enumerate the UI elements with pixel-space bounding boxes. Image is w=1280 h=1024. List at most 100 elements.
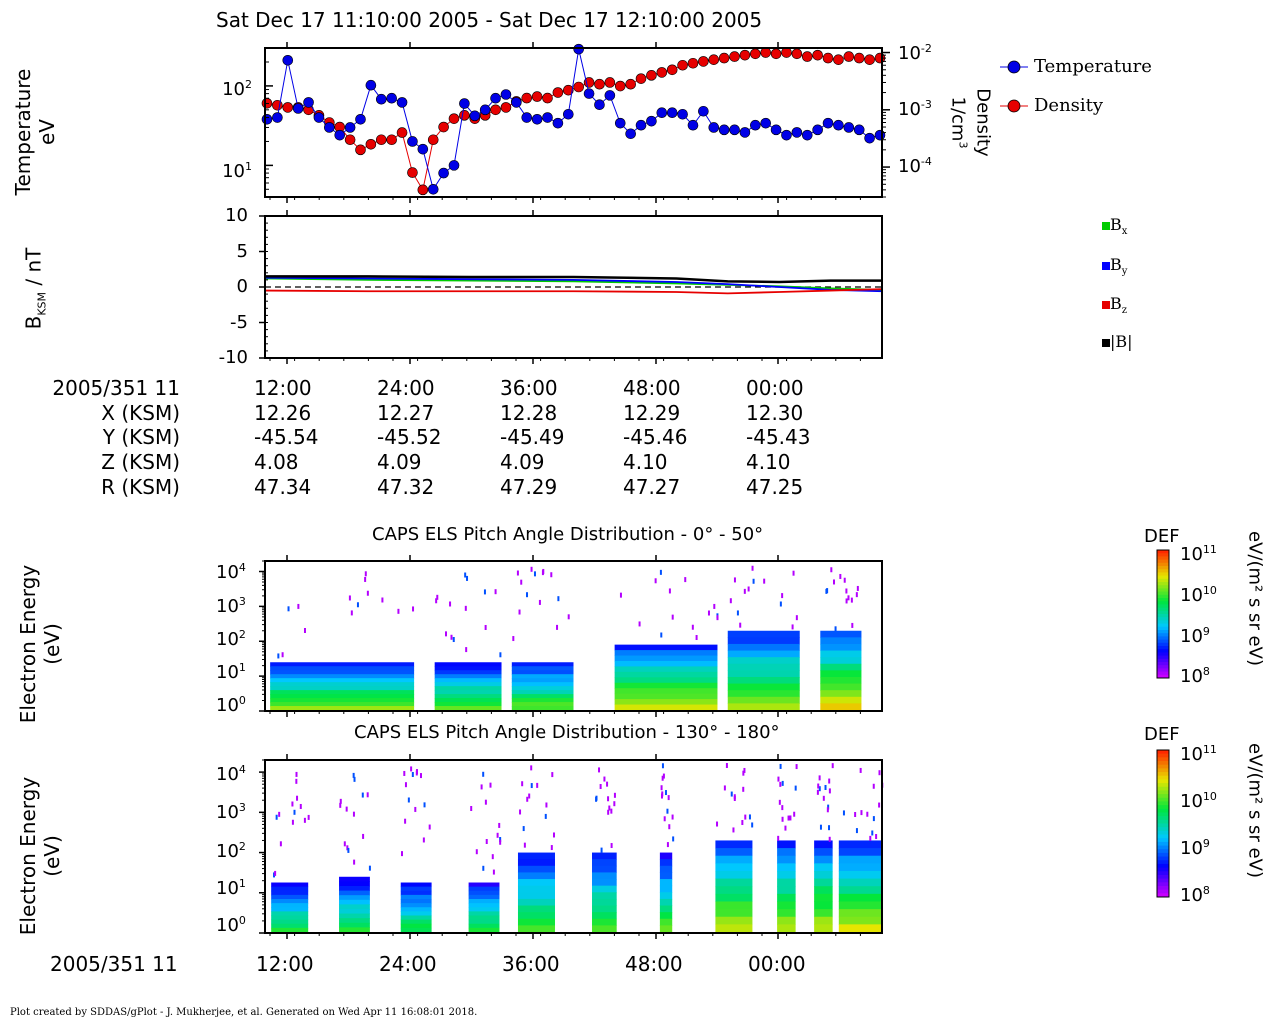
cbar1-band	[1157, 646, 1169, 650]
pad2-speck	[831, 763, 834, 769]
temperature-point	[272, 112, 283, 123]
pad2-cell	[517, 859, 555, 867]
pad2-cell	[339, 908, 370, 915]
pad2-speck	[498, 822, 501, 828]
temperature-point	[635, 119, 647, 131]
pad2-speck	[671, 814, 674, 820]
cbar2-band	[1157, 845, 1169, 850]
pad1-cell	[820, 683, 862, 691]
density-point	[427, 134, 439, 146]
pad2-speck	[475, 849, 478, 855]
temperature-point	[666, 107, 678, 119]
temperature-point	[542, 112, 553, 123]
cbar1-band	[1157, 601, 1169, 605]
pad2-speck	[723, 785, 726, 791]
pad2-speck	[733, 794, 736, 800]
cbar1-band	[1157, 582, 1169, 586]
pad-130-180-title: CAPS ELS Pitch Angle Distribution - 130°…	[354, 722, 780, 743]
pad2-speck	[491, 854, 494, 860]
pad2-cell	[592, 879, 617, 887]
density-point	[750, 48, 761, 60]
pad2-speck	[422, 837, 425, 843]
pad2-cell	[715, 916, 753, 925]
pad2-cell	[814, 901, 833, 910]
pad2-speck	[352, 772, 355, 778]
temperature-point	[718, 124, 730, 136]
pad2-cell	[592, 905, 617, 913]
cbar2-band	[1157, 893, 1169, 898]
pad2-axis-label: Electron Energy (eV)	[10, 762, 64, 935]
pad2-cell	[592, 872, 617, 880]
cbar2-band	[1157, 775, 1169, 780]
pad2-speck	[606, 781, 609, 787]
pad1-cell	[434, 670, 502, 675]
pad2-ytick-2: 102	[216, 840, 246, 862]
temperature-point	[833, 119, 844, 131]
pad1-speck	[733, 577, 736, 583]
cbar1-band	[1157, 658, 1169, 663]
temperature-point	[791, 127, 803, 138]
pad2-cell	[715, 924, 753, 933]
pad2-speck	[869, 835, 872, 841]
cbar2-band	[1157, 863, 1169, 869]
pad2-speck	[343, 841, 346, 847]
pad1-cell	[820, 630, 862, 638]
pad2-cell	[517, 852, 555, 860]
pad2-cell	[339, 899, 370, 905]
eph-time-0: 12:00	[254, 376, 312, 401]
density-point	[573, 81, 584, 93]
pad1-cell	[727, 703, 800, 711]
pad1-cell	[727, 676, 800, 685]
temperature-point	[614, 117, 626, 129]
pad2-speck	[881, 782, 884, 788]
density-point	[770, 48, 782, 60]
pad2-speck	[411, 771, 414, 777]
density-point	[511, 96, 522, 107]
cbar2-band	[1157, 878, 1169, 883]
temperature-point	[583, 88, 595, 99]
density-point	[490, 104, 501, 116]
density-point	[718, 52, 730, 64]
pad1-cell	[270, 694, 415, 699]
cbar2-band	[1157, 794, 1169, 799]
pad2-speck	[339, 798, 342, 804]
cbar2-band	[1157, 768, 1169, 773]
pad1-speck	[825, 588, 828, 594]
temperature-point	[459, 98, 470, 109]
temperature-legend-marker	[1000, 60, 1028, 73]
pad2-cell	[517, 918, 555, 926]
legend-density: Density	[1000, 95, 1103, 116]
pad2-speck	[296, 795, 299, 801]
dens-tick-1e-3: 10-3	[898, 98, 932, 120]
density-point	[739, 49, 751, 61]
cbar2-band	[1157, 779, 1169, 784]
pad1-cell	[820, 663, 862, 671]
pad2-ytick-0: 100	[216, 914, 246, 936]
temperature-point	[853, 124, 865, 136]
density-point	[292, 102, 304, 113]
pad2-speck	[404, 782, 407, 788]
pad1-ylabel-1: Electron Energy	[16, 564, 40, 724]
pad1-speck	[654, 578, 657, 584]
pad2-speck	[273, 872, 276, 878]
pad2-speck	[295, 771, 298, 777]
temperature-point	[355, 114, 366, 125]
pad1-speck	[671, 614, 674, 620]
pad1-speck	[736, 610, 739, 616]
temperature-point	[708, 122, 720, 133]
pad1-cell	[614, 666, 718, 673]
pad2-cell	[777, 848, 796, 857]
temperature-point	[843, 122, 855, 133]
pad1-speck	[381, 597, 384, 603]
pad1-speck	[763, 578, 766, 584]
pad2-cell	[468, 915, 500, 921]
pad1-speck	[826, 588, 829, 594]
cbar1-tick-8: 108	[1180, 665, 1210, 687]
pad1-speck	[729, 598, 732, 604]
density-point	[396, 127, 408, 138]
legend-temperature: Temperature	[1000, 56, 1152, 77]
pad2-speck	[410, 766, 413, 772]
pad2-cell	[777, 863, 796, 872]
pad2-speck	[492, 869, 495, 875]
cbar1-frame	[1156, 549, 1170, 679]
